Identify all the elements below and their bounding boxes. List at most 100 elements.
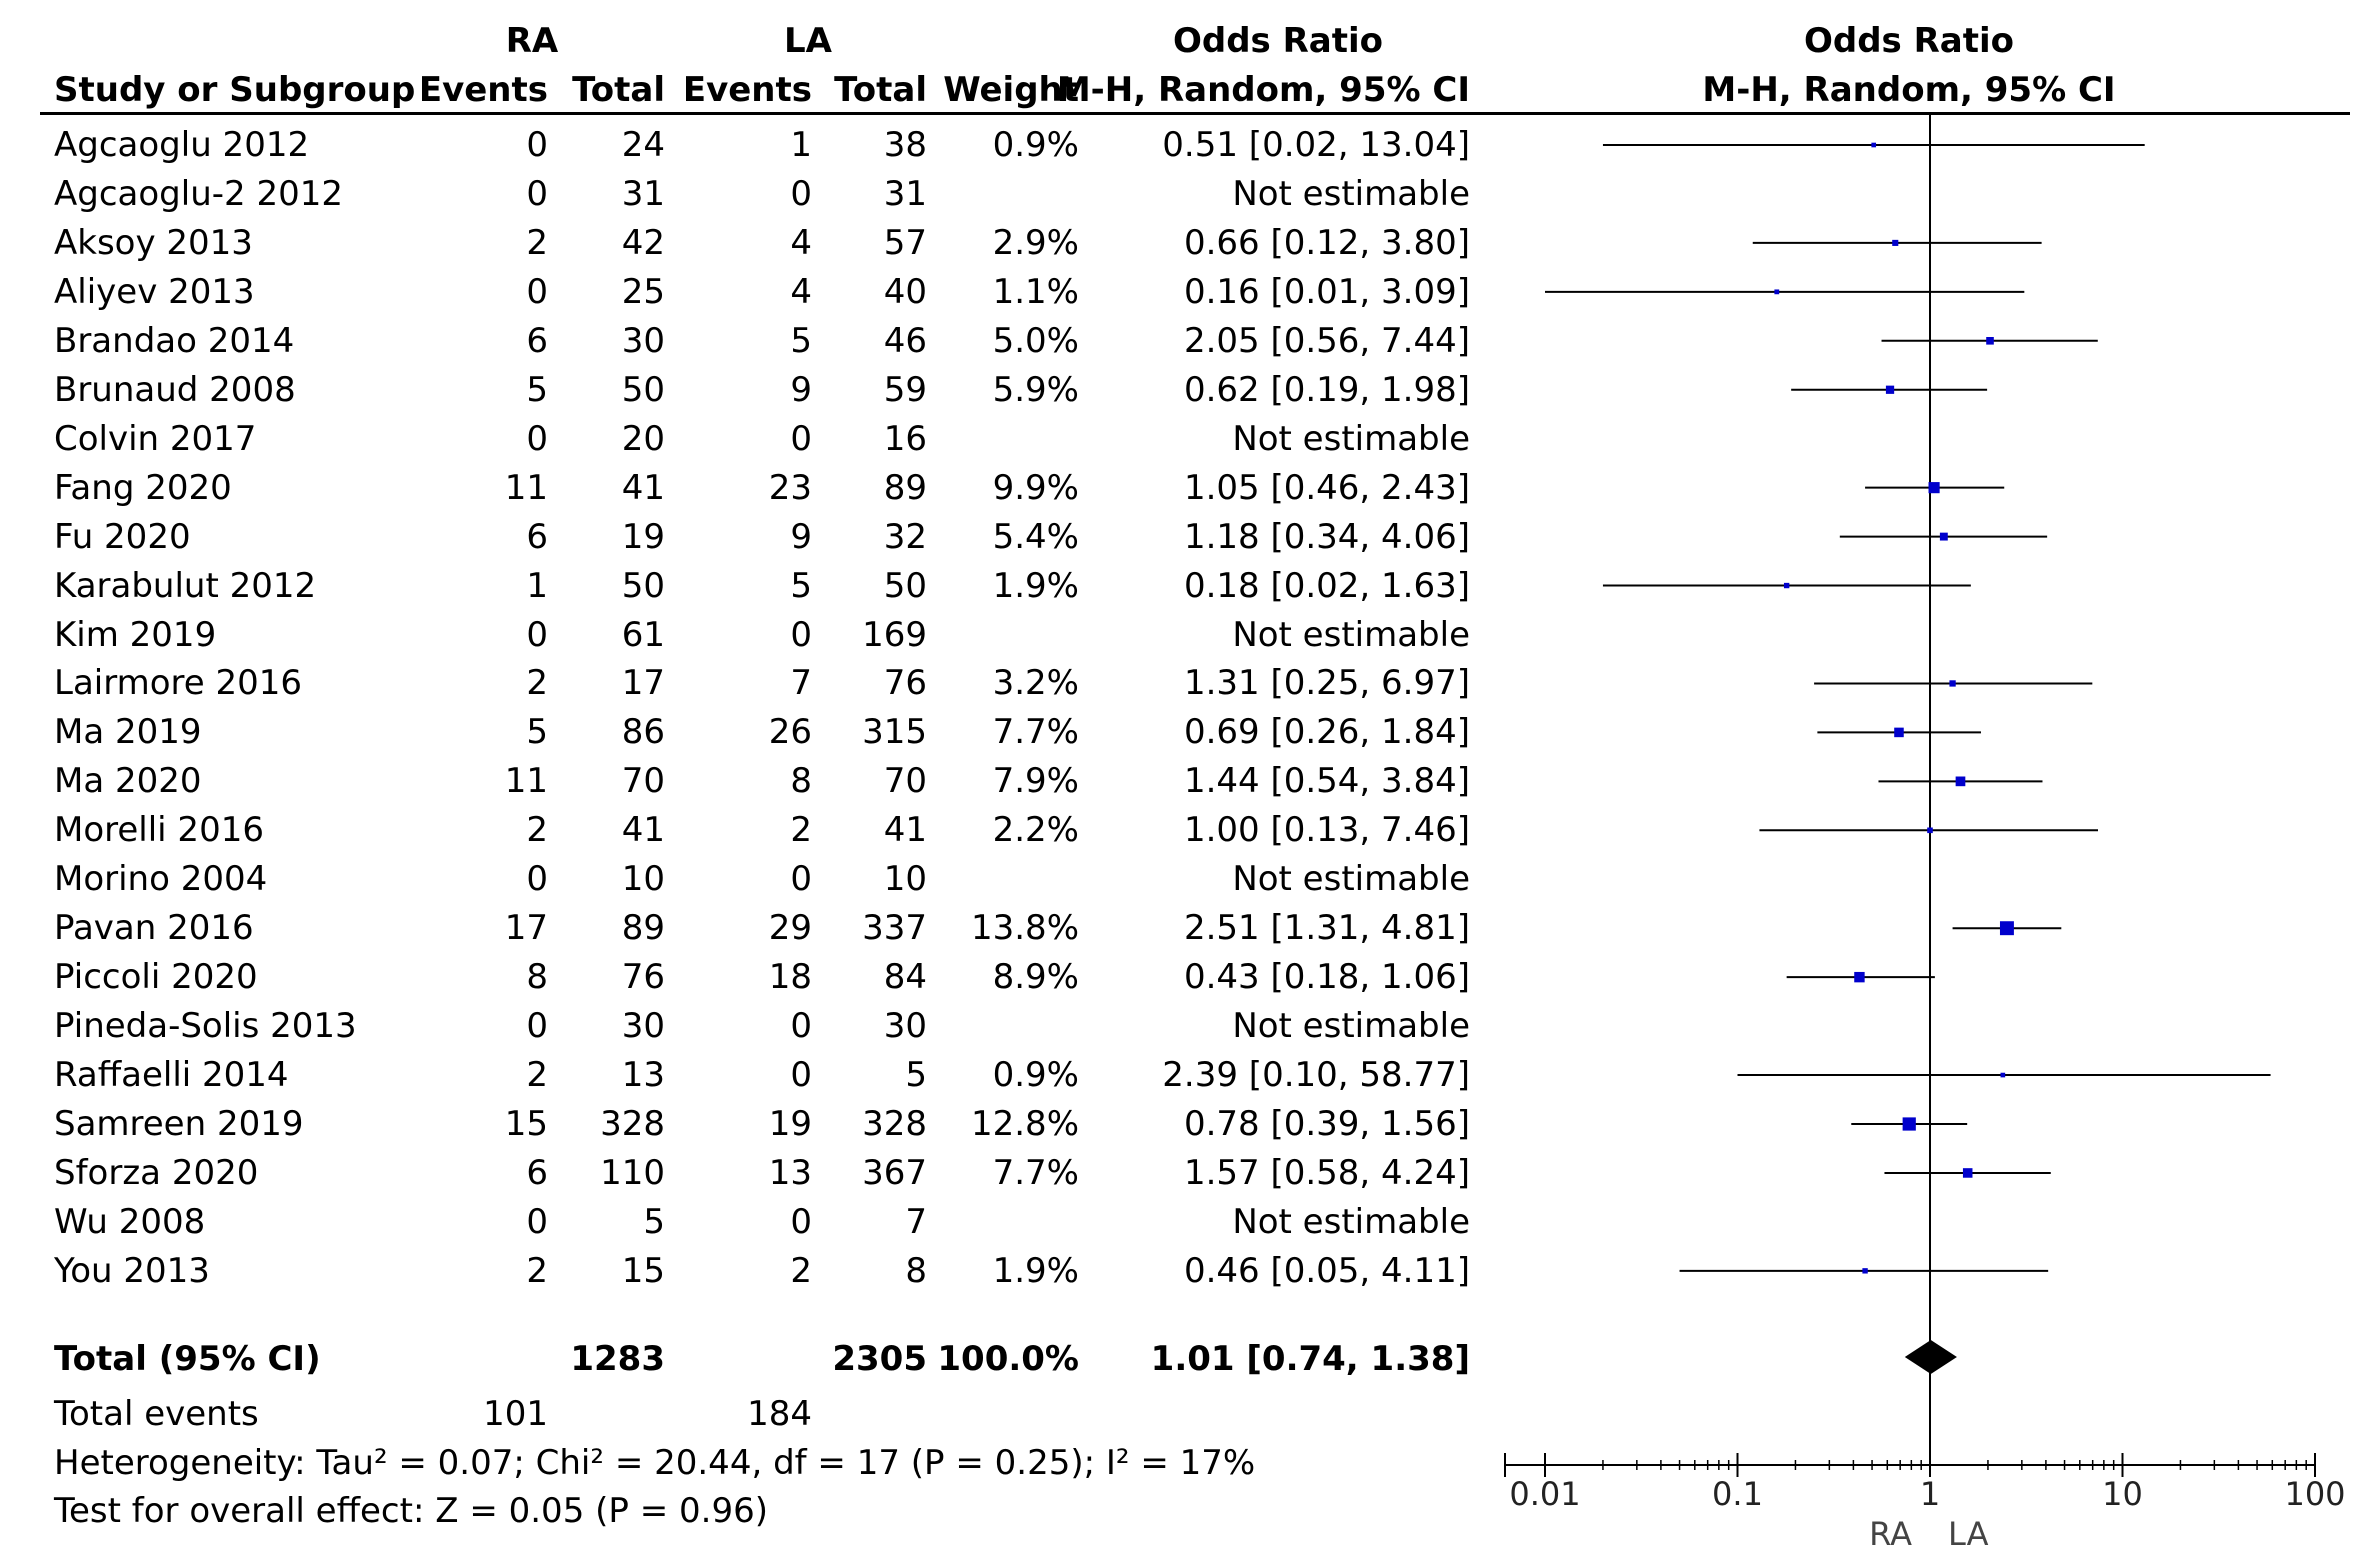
study-t2-cell: 328 — [862, 1104, 927, 1144]
study-e1-cell: 11 — [504, 761, 548, 802]
or-title: Odds Ratio — [1172, 21, 1384, 61]
total-t2: 2305 — [832, 1339, 927, 1379]
study-ci-cell: Not estimable — [1232, 1006, 1470, 1047]
study-name-cell: Pineda-Solis 2013 — [54, 1006, 357, 1047]
total-label: Total (95% CI) — [54, 1339, 321, 1379]
favours-left-label: RA — [1869, 1515, 1912, 1553]
study-w-cell: 7.9% — [992, 761, 1079, 802]
point-estimate-marker — [1854, 971, 1865, 983]
point-estimate-marker — [1902, 1117, 1916, 1131]
total-ci: 1.01 [0.74, 1.38] — [1150, 1339, 1470, 1379]
study-e2-cell: 0 — [790, 1055, 812, 1096]
study-w-cell: 0.9% — [992, 125, 1079, 165]
study-e1-cell: 5 — [526, 712, 548, 753]
study-w-cell: 2.2% — [992, 810, 1079, 851]
point-estimate-marker — [2000, 1072, 2006, 1078]
study-name-cell: Morelli 2016 — [54, 810, 264, 851]
study-t2-cell: 59 — [883, 369, 927, 410]
study-t2-cell: 5 — [905, 1055, 927, 1096]
study-name-cell: Kim 2019 — [54, 614, 217, 655]
study-w-cell: 3.2% — [992, 663, 1079, 704]
study-name-cell: Karabulut 2012 — [54, 565, 317, 606]
study-e2-cell: 0 — [790, 418, 812, 459]
point-estimate-marker — [1774, 289, 1780, 295]
study-name-cell: Samreen 2019 — [54, 1104, 304, 1144]
study-ci-cell: 1.57 [0.58, 4.24] — [1183, 1152, 1470, 1193]
study-e2-cell: 9 — [790, 516, 812, 557]
study-t1-cell: 41 — [621, 810, 665, 851]
study-ci-cell: 0.62 [0.19, 1.98] — [1183, 369, 1470, 410]
plot-method-header: M-H, Random, 95% CI — [1702, 70, 2116, 110]
study-ci-cell: 0.51 [0.02, 13.04] — [1162, 125, 1470, 165]
study-e1-cell: 2 — [526, 222, 548, 263]
study-w-cell: 1.1% — [992, 271, 1079, 312]
header-rule — [40, 112, 2350, 115]
study-name-cell: Pavan 2016 — [54, 908, 254, 949]
study-e2-cell: 19 — [768, 1104, 812, 1144]
study-e1-cell: 2 — [526, 663, 548, 704]
study-e2-cell: 4 — [790, 271, 812, 312]
study-ci-cell: 0.18 [0.02, 1.63] — [1183, 565, 1470, 606]
study-t2-cell: 337 — [862, 908, 927, 949]
study-t2-cell: 76 — [883, 663, 927, 704]
study-ci-cell: 0.46 [0.05, 4.11] — [1183, 1250, 1470, 1291]
study-t1-cell: 13 — [621, 1055, 665, 1096]
study-e2-cell: 0 — [790, 1201, 812, 1242]
study-t2-cell: 41 — [883, 810, 927, 851]
study-e2-cell: 4 — [790, 222, 812, 263]
study-w-cell: 1.9% — [992, 1250, 1079, 1291]
study-name-cell: Ma 2020 — [54, 761, 202, 802]
study-e1-cell: 0 — [526, 173, 548, 214]
study-t2-cell: 10 — [883, 859, 927, 900]
study-e2-cell: 9 — [790, 369, 812, 410]
study-e1-cell: 6 — [526, 1152, 548, 1193]
study-t1-cell: 19 — [621, 516, 665, 557]
study-e2-cell: 5 — [790, 565, 812, 606]
point-estimate-marker — [1986, 337, 1994, 345]
study-t1-cell: 50 — [621, 565, 665, 606]
study-w-cell: 0.9% — [992, 1055, 1079, 1096]
events1-column-header: Events — [418, 70, 548, 110]
study-t2-cell: 84 — [883, 957, 927, 998]
study-e2-cell: 5 — [790, 320, 812, 361]
study-name-cell: Colvin 2017 — [54, 418, 257, 459]
study-w-cell: 8.9% — [992, 957, 1079, 998]
point-estimate-marker — [1927, 827, 1933, 834]
point-estimate-marker — [1949, 680, 1956, 687]
study-w-cell: 5.0% — [992, 320, 1079, 361]
study-t2-cell: 46 — [883, 320, 927, 361]
x-axis-tick-label: 10 — [2102, 1475, 2143, 1513]
study-t2-cell: 315 — [862, 712, 927, 753]
study-name-cell: Morino 2004 — [54, 859, 268, 900]
study-w-cell: 2.9% — [992, 222, 1079, 263]
study-t2-cell: 30 — [883, 1006, 927, 1047]
study-ci-cell: 1.44 [0.54, 3.84] — [1183, 761, 1470, 802]
study-name-cell: Wu 2008 — [54, 1201, 206, 1242]
study-t1-cell: 41 — [621, 467, 665, 508]
study-t1-cell: 70 — [621, 761, 665, 802]
point-estimate-marker — [1955, 776, 1966, 787]
group2-header: LA — [784, 21, 832, 61]
point-estimate-marker — [1928, 482, 1940, 494]
study-ci-cell: 1.18 [0.34, 4.06] — [1183, 516, 1470, 557]
study-e2-cell: 26 — [768, 712, 812, 753]
study-ci-cell: 1.05 [0.46, 2.43] — [1183, 467, 1470, 508]
study-e1-cell: 8 — [526, 957, 548, 998]
study-t1-cell: 30 — [621, 320, 665, 361]
study-ci-cell: Not estimable — [1232, 173, 1470, 214]
study-e1-cell: 2 — [526, 810, 548, 851]
study-ci-cell: 0.78 [0.39, 1.56] — [1183, 1104, 1470, 1144]
study-t2-cell: 7 — [905, 1201, 927, 1242]
study-t2-cell: 57 — [883, 222, 927, 263]
study-e2-cell: 18 — [768, 957, 812, 998]
total2-column-header: Total — [834, 70, 927, 110]
study-t2-cell: 16 — [883, 418, 927, 459]
study-e1-cell: 5 — [526, 369, 548, 410]
x-axis-tick-label: 100 — [2284, 1475, 2345, 1513]
study-w-cell: 7.7% — [992, 712, 1079, 753]
study-t1-cell: 110 — [600, 1152, 665, 1193]
study-ci-cell: 0.69 [0.26, 1.84] — [1183, 712, 1470, 753]
total-events2: 184 — [747, 1394, 812, 1434]
study-e1-cell: 15 — [504, 1104, 548, 1144]
x-axis-tick-label: 0.01 — [1509, 1475, 1580, 1513]
